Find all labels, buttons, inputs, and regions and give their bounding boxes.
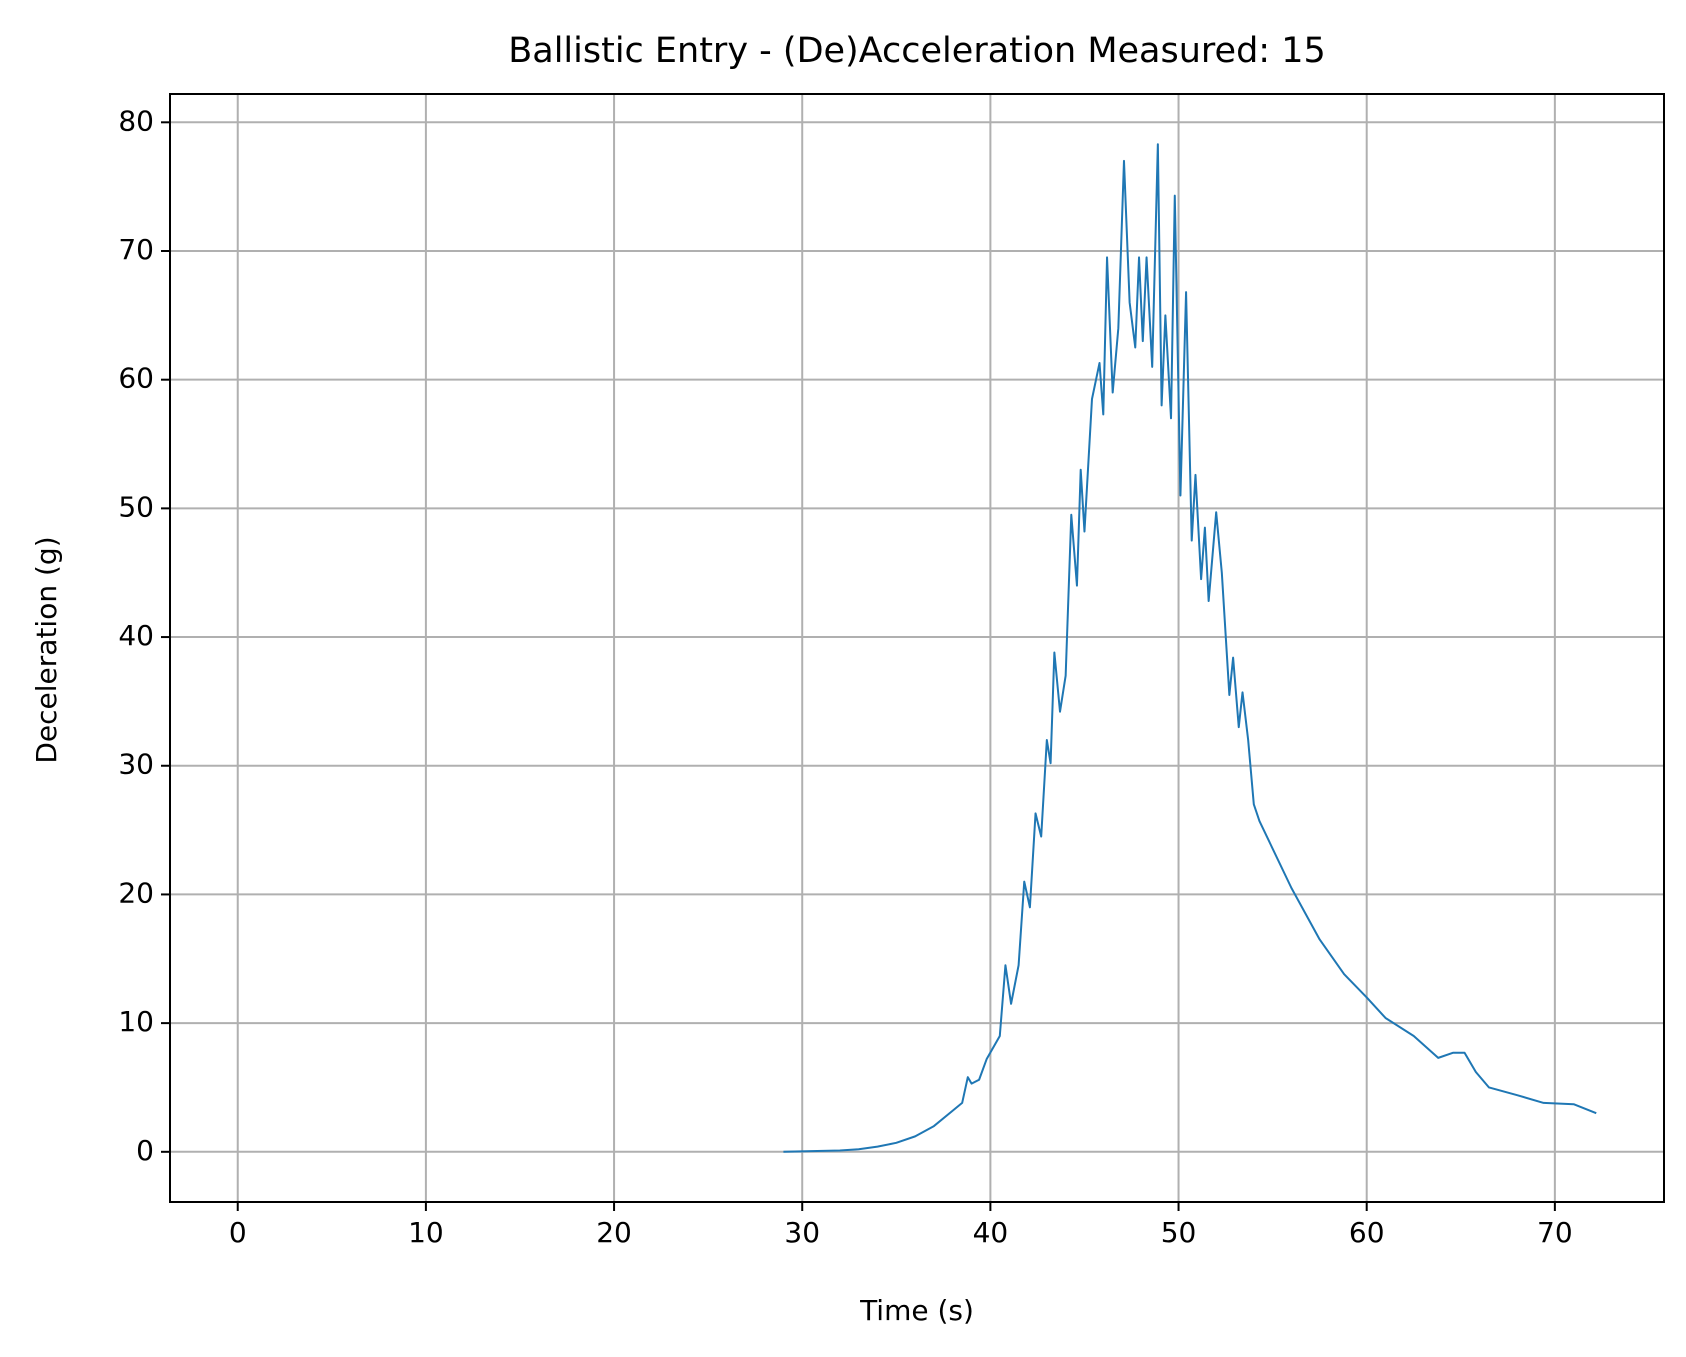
chart-title: Ballistic Entry - (De)Acceleration Measu… bbox=[508, 31, 1326, 71]
y-tick-label: 20 bbox=[118, 876, 154, 909]
x-tick-label: 50 bbox=[1161, 1216, 1197, 1249]
y-tick-label: 40 bbox=[118, 619, 154, 652]
y-tick-label: 10 bbox=[118, 1005, 154, 1038]
y-tick-label: 50 bbox=[118, 490, 154, 523]
y-tick-label: 60 bbox=[118, 362, 154, 395]
x-tick-label: 70 bbox=[1537, 1216, 1573, 1249]
y-tick-label: 70 bbox=[118, 233, 154, 266]
x-tick-label: 40 bbox=[973, 1216, 1009, 1249]
x-tick-label: 10 bbox=[408, 1216, 444, 1249]
y-tick-label: 80 bbox=[118, 104, 154, 137]
x-tick-label: 20 bbox=[596, 1216, 632, 1249]
x-tick-label: 30 bbox=[784, 1216, 820, 1249]
y-tick-label: 30 bbox=[118, 748, 154, 781]
data-line bbox=[783, 143, 1597, 1153]
x-tick-label: 60 bbox=[1349, 1216, 1385, 1249]
plot-frame bbox=[169, 93, 1665, 1203]
y-axis-label: Deceleration (g) bbox=[30, 536, 63, 763]
y-tick-label: 0 bbox=[136, 1134, 154, 1167]
x-axis-label: Time (s) bbox=[859, 1294, 974, 1327]
x-tick-label: 0 bbox=[229, 1216, 247, 1249]
